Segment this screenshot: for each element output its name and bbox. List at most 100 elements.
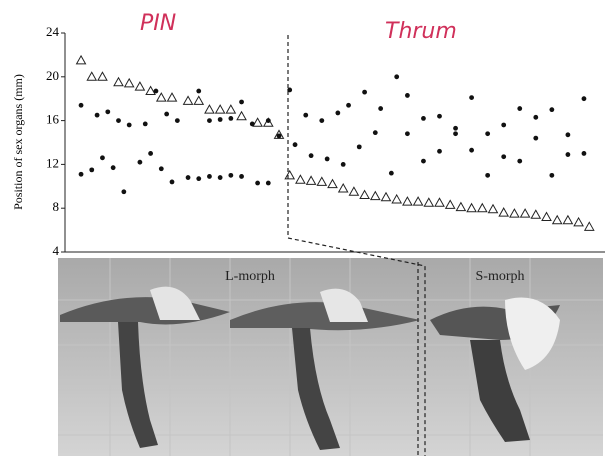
dot-point [437, 113, 442, 119]
triangle-point [305, 175, 317, 185]
dot-point [116, 118, 121, 123]
dot-point [501, 122, 507, 128]
dot-point [169, 179, 175, 185]
dot-point [239, 174, 244, 179]
dot-point [207, 174, 212, 179]
triangle-point [262, 117, 274, 127]
triangle-point [193, 95, 205, 105]
triangle-point [466, 202, 477, 213]
dot-point [565, 152, 571, 157]
dot-point [78, 102, 84, 108]
dot-point [78, 171, 84, 177]
dot-point [265, 180, 271, 186]
dot-point [372, 130, 378, 136]
triangle-point [155, 92, 167, 102]
y-tick-label: 16 [46, 112, 60, 127]
triangle-point [551, 214, 563, 225]
dot-point [100, 155, 105, 161]
dot-point [469, 95, 474, 101]
dot-point [340, 162, 346, 167]
triangle-point [541, 211, 552, 221]
dot-point [292, 142, 298, 148]
dot-point [249, 121, 255, 127]
triangle-point [455, 201, 467, 212]
triangle-point [236, 110, 247, 121]
dot-point [469, 147, 474, 153]
triangle-point [113, 76, 124, 87]
dot-point [228, 172, 234, 178]
triangle-point [316, 176, 328, 186]
dot-point [533, 114, 539, 120]
dot-point [303, 112, 309, 118]
triangle-point [123, 77, 135, 88]
dot-point [485, 172, 491, 178]
dot-point [356, 144, 362, 150]
annotation: Thrum [385, 19, 457, 44]
y-tick-label: 24 [46, 24, 60, 39]
dot-point [308, 153, 314, 159]
dot-point [388, 170, 394, 176]
dot-point [549, 107, 555, 113]
dot-point [265, 118, 271, 123]
dot-point [362, 89, 367, 95]
triangle-point [573, 216, 584, 227]
triangle-point [145, 85, 156, 96]
triangle-point [391, 193, 403, 204]
triangle-point [380, 191, 392, 202]
triangle-point [369, 190, 381, 201]
dot-point [346, 102, 351, 108]
dot-point [485, 131, 491, 137]
triangle-point [487, 203, 499, 214]
triangle-point [444, 199, 456, 209]
triangle-point [337, 182, 349, 193]
y-tick-label: 20 [46, 68, 59, 83]
dot-point [217, 117, 223, 122]
divider [287, 35, 426, 456]
triangle-point [562, 214, 574, 225]
dot-point [324, 156, 330, 162]
dot-point [287, 87, 293, 93]
dot-point [137, 159, 143, 165]
dot-point [517, 158, 523, 164]
dot-point [196, 176, 202, 182]
dot-point [228, 116, 234, 121]
y-axis-label: Position of sex organs (mm) [11, 74, 25, 210]
dot-point [581, 151, 587, 156]
dot-point [207, 118, 212, 123]
dot-point [276, 133, 282, 139]
dot-point [217, 175, 223, 180]
y-tick-label: 4 [53, 243, 60, 258]
dot-point [405, 131, 410, 137]
dot-point [501, 154, 507, 160]
triangle-point [97, 71, 108, 81]
triangle-point [225, 104, 237, 114]
dot-point [421, 158, 426, 164]
triangle-point [348, 186, 360, 196]
dot-point [565, 132, 571, 138]
dot-point [453, 125, 458, 131]
triangle-point [583, 221, 595, 231]
triangle-point [530, 209, 542, 219]
dot-point [148, 151, 154, 156]
dot-point [517, 106, 523, 111]
triangle-point [519, 208, 531, 218]
dot-point [174, 118, 180, 123]
triangle-point [166, 92, 178, 102]
dot-point [94, 112, 100, 118]
triangle-point [273, 129, 285, 139]
triangle-point [327, 178, 338, 189]
dot-point [126, 122, 132, 128]
dot-point [319, 118, 325, 123]
triangle-point [284, 169, 296, 180]
annotation: PIN [140, 11, 176, 36]
dot-point [405, 93, 410, 98]
dot-point [549, 172, 555, 178]
dot-point [378, 106, 384, 111]
triangle-point [214, 104, 226, 114]
triangle-point [498, 207, 510, 217]
dot-point [89, 167, 95, 173]
dot-point [533, 135, 539, 141]
dot-point [105, 109, 111, 115]
dot-point [121, 189, 127, 195]
